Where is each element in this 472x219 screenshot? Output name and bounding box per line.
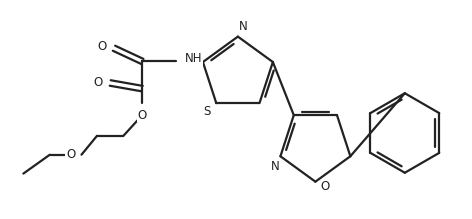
Text: O: O xyxy=(66,148,75,161)
Text: O: O xyxy=(138,109,147,122)
Text: O: O xyxy=(320,180,330,193)
Text: N: N xyxy=(238,20,247,33)
Text: O: O xyxy=(93,76,103,90)
Text: S: S xyxy=(203,104,211,118)
Text: N: N xyxy=(271,160,280,173)
Text: NH: NH xyxy=(185,52,203,65)
Text: O: O xyxy=(97,40,107,53)
